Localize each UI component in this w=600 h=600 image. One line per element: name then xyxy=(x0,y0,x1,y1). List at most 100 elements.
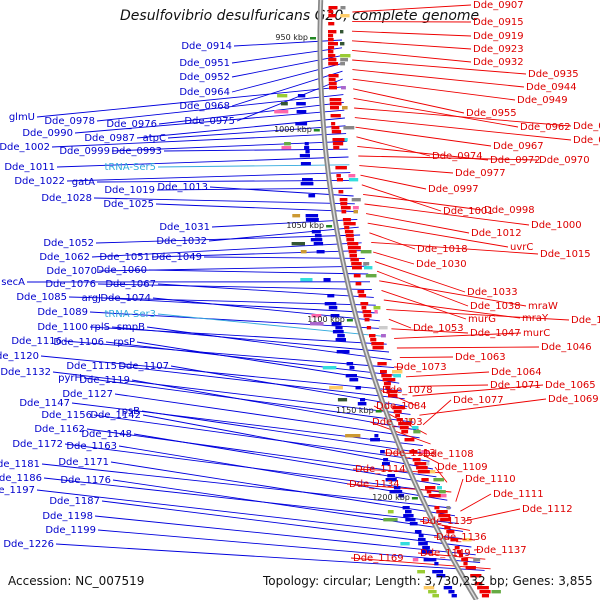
gene-label-murG[interactable]: murG xyxy=(468,314,496,325)
gene-label-Dde_1197[interactable]: Dde_1197 xyxy=(0,485,35,496)
gene-label-Dde_0987[interactable]: Dde_0987 xyxy=(84,133,135,144)
gene-label-Dde_1031[interactable]: Dde_1031 xyxy=(159,222,210,233)
gene-label-Dde_1071[interactable]: Dde_1071 xyxy=(490,380,541,391)
gene-label-Dde_1181[interactable]: Dde_1181 xyxy=(0,459,40,470)
gene-label-Dde_1113[interactable]: Dde_1113 xyxy=(385,448,436,459)
gene-label-Dde_1137[interactable]: Dde_1137 xyxy=(476,545,527,556)
gene-label-Dde_1033[interactable]: Dde_1033 xyxy=(467,287,518,298)
gene-label-Dde_1019[interactable]: Dde_1019 xyxy=(104,185,155,196)
gene-label-Dde_0998[interactable]: Dde_0998 xyxy=(484,205,535,216)
gene-label-Dde_0999[interactable]: Dde_0999 xyxy=(59,146,110,157)
gene-label-Dde_1076[interactable]: Dde_1076 xyxy=(45,279,96,290)
gene-label-Dde_1112[interactable]: Dde_1112 xyxy=(522,504,573,515)
gene-label-atpC[interactable]: atpC xyxy=(143,133,166,144)
gene-label-Dde_1022[interactable]: Dde_1022 xyxy=(14,176,65,187)
gene-label-Dde_0972[interactable]: Dde_0972 xyxy=(490,155,541,166)
gene-label-tRNA-Ser5[interactable]: tRNA-Ser5 xyxy=(104,162,156,173)
gene-label-Dde_1069[interactable]: Dde_1069 xyxy=(548,394,599,405)
gene-label-Dde_0915[interactable]: Dde_0915 xyxy=(473,17,524,28)
gene-label-Dde_1012[interactable]: Dde_1012 xyxy=(471,228,522,239)
gene-label-Dde_1037[interactable]: Dde_1037 xyxy=(571,315,600,326)
gene-label-Dde_1162[interactable]: Dde_1162 xyxy=(34,424,85,435)
gene-label-Dde_0960[interactable]: Dde_0960 xyxy=(573,121,600,132)
gene-label-Dde_0970[interactable]: Dde_0970 xyxy=(539,155,590,166)
gene-label-Dde_1049[interactable]: Dde_1049 xyxy=(151,252,202,263)
gene-label-Dde_1001[interactable]: Dde_1001 xyxy=(443,206,494,217)
gene-label-Dde_1134[interactable]: Dde_1134 xyxy=(349,479,400,490)
gene-label-Dde_1018[interactable]: Dde_1018 xyxy=(417,244,468,255)
gene-label-Dde_1038[interactable]: Dde_1038 xyxy=(470,301,521,312)
gene-label-Dde_1186[interactable]: Dde_1186 xyxy=(0,473,42,484)
gene-label-Dde_1028[interactable]: Dde_1028 xyxy=(41,193,92,204)
gene-label-Dde_1062[interactable]: Dde_1062 xyxy=(39,252,90,263)
gene-label-Dde_0914[interactable]: Dde_0914 xyxy=(181,41,232,52)
gene-label-Dde_1147[interactable]: Dde_1147 xyxy=(19,398,70,409)
gene-label-Dde_1136[interactable]: Dde_1136 xyxy=(436,532,487,543)
gene-label-Dde_1135[interactable]: Dde_1135 xyxy=(422,516,473,527)
gene-label-Dde_1176[interactable]: Dde_1176 xyxy=(60,475,111,486)
gene-label-Dde_0978[interactable]: Dde_0978 xyxy=(44,116,95,127)
gene-label-Dde_0951[interactable]: Dde_0951 xyxy=(179,58,230,69)
gene-label-Dde_0997[interactable]: Dde_0997 xyxy=(428,184,479,195)
gene-label-Dde_1149[interactable]: Dde_1149 xyxy=(420,548,471,559)
gene-label-Dde_1107[interactable]: Dde_1107 xyxy=(118,361,169,372)
gene-label-Dde_1011[interactable]: Dde_1011 xyxy=(4,162,55,173)
gene-label-Dde_1015[interactable]: Dde_1015 xyxy=(540,249,591,260)
gene-label-Dde_1116[interactable]: Dde_1116 xyxy=(11,336,62,347)
gene-label-gatA[interactable]: gatA xyxy=(72,177,95,188)
gene-label-Dde_1148[interactable]: Dde_1148 xyxy=(81,429,132,440)
gene-label-murC[interactable]: murC xyxy=(523,328,550,339)
gene-label-Dde_1111[interactable]: Dde_1111 xyxy=(493,489,544,500)
gene-label-Dde_1127[interactable]: Dde_1127 xyxy=(62,389,113,400)
gene-label-Dde_1120[interactable]: Dde_1120 xyxy=(0,351,39,362)
gene-label-Dde_0932[interactable]: Dde_0932 xyxy=(473,57,524,68)
gene-label-mraW[interactable]: mraW xyxy=(528,301,558,312)
gene-label-Dde_1226[interactable]: Dde_1226 xyxy=(3,539,54,550)
gene-label-pyrH[interactable]: pyrH xyxy=(58,373,82,384)
gene-label-smpB[interactable]: smpB xyxy=(117,322,145,333)
gene-label-Dde_1172[interactable]: Dde_1172 xyxy=(12,439,63,450)
gene-label-Dde_1070[interactable]: Dde_1070 xyxy=(46,266,97,277)
gene-label-Dde_1103[interactable]: Dde_1103 xyxy=(372,417,423,428)
gene-label-Dde_1089[interactable]: Dde_1089 xyxy=(37,307,88,318)
gene-label-rpsP[interactable]: rpsP xyxy=(113,337,135,348)
gene-label-Dde_1078[interactable]: Dde_1078 xyxy=(382,385,433,396)
gene-label-Dde_0935[interactable]: Dde_0935 xyxy=(528,69,579,80)
gene-label-Dde_1032[interactable]: Dde_1032 xyxy=(156,236,207,247)
gene-label-Dde_0907[interactable]: Dde_0907 xyxy=(473,0,524,11)
gene-label-Dde_1108[interactable]: Dde_1108 xyxy=(423,449,474,460)
gene-label-Dde_1047[interactable]: Dde_1047 xyxy=(470,328,521,339)
gene-label-Dde_0993[interactable]: Dde_0993 xyxy=(111,146,162,157)
gene-label-Dde_0964[interactable]: Dde_0964 xyxy=(179,87,230,98)
gene-label-Dde_0975[interactable]: Dde_0975 xyxy=(184,116,235,127)
gene-label-Dde_0955[interactable]: Dde_0955 xyxy=(466,108,517,119)
gene-label-Dde_1052[interactable]: Dde_1052 xyxy=(43,238,94,249)
gene-label-glmU[interactable]: glmU xyxy=(9,112,35,123)
gene-label-Dde_0977[interactable]: Dde_0977 xyxy=(455,168,506,179)
gene-label-Dde_0965[interactable]: Dde_0965 xyxy=(573,135,600,146)
gene-label-Dde_1073[interactable]: Dde_1073 xyxy=(396,362,447,373)
gene-label-Dde_1085[interactable]: Dde_1085 xyxy=(16,292,67,303)
gene-label-Dde_1163[interactable]: Dde_1163 xyxy=(66,441,117,452)
gene-label-Dde_1013[interactable]: Dde_1013 xyxy=(157,182,208,193)
gene-label-Dde_1002[interactable]: Dde_1002 xyxy=(0,142,50,153)
gene-label-argJ[interactable]: argJ xyxy=(82,293,101,304)
gene-label-Dde_1119[interactable]: Dde_1119 xyxy=(79,375,130,386)
gene-label-Dde_1142[interactable]: Dde_1142 xyxy=(90,410,141,421)
gene-label-Dde_1114[interactable]: Dde_1114 xyxy=(355,464,406,475)
gene-label-uvrC[interactable]: uvrC xyxy=(510,242,533,253)
gene-label-mraY[interactable]: mraY xyxy=(522,313,549,324)
gene-label-Dde_1064[interactable]: Dde_1064 xyxy=(491,367,542,378)
gene-label-Dde_0968[interactable]: Dde_0968 xyxy=(179,101,230,112)
gene-label-Dde_1109[interactable]: Dde_1109 xyxy=(437,462,488,473)
gene-label-Dde_1100[interactable]: Dde_1100 xyxy=(37,322,88,333)
gene-label-Dde_1110[interactable]: Dde_1110 xyxy=(465,474,516,485)
gene-label-Dde_1030[interactable]: Dde_1030 xyxy=(416,259,467,270)
gene-label-Dde_0962[interactable]: Dde_0962 xyxy=(520,122,571,133)
gene-label-Dde_0919[interactable]: Dde_0919 xyxy=(473,31,524,42)
gene-label-Dde_1060[interactable]: Dde_1060 xyxy=(96,265,147,276)
gene-label-Dde_1067[interactable]: Dde_1067 xyxy=(105,279,156,290)
gene-label-Dde_1156[interactable]: Dde_1156 xyxy=(41,410,92,421)
gene-label-rpsB[interactable]: rpsB xyxy=(117,406,140,417)
gene-label-Dde_0967[interactable]: Dde_0967 xyxy=(493,141,544,152)
